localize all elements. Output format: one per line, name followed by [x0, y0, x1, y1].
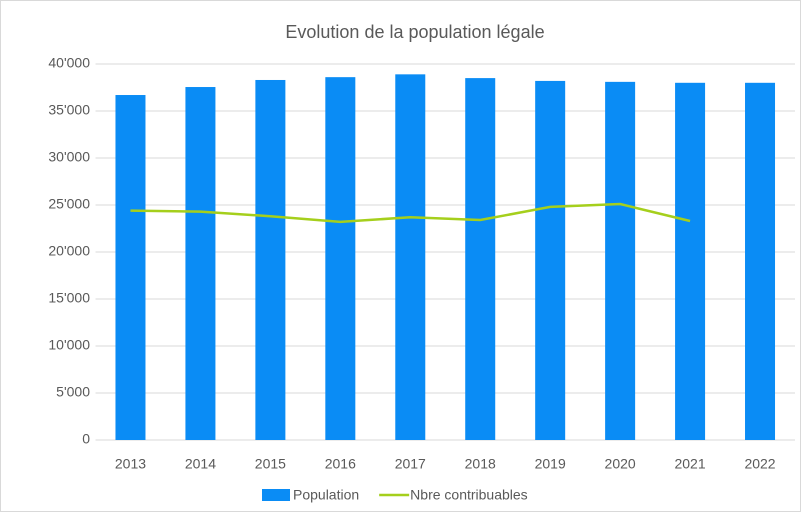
x-tick-label: 2013 — [115, 456, 146, 472]
y-tick-label: 25'000 — [48, 196, 90, 212]
y-tick-label: 10'000 — [48, 337, 90, 353]
x-tick-label: 2019 — [535, 456, 566, 472]
x-tick-label: 2020 — [605, 456, 636, 472]
chart-title: Evolution de la population légale — [285, 22, 544, 42]
bar — [675, 82, 706, 441]
legend-label: Nbre contribuables — [410, 487, 528, 503]
x-tick-label: 2017 — [395, 456, 426, 472]
x-tick-label: 2016 — [325, 456, 356, 472]
bar — [395, 74, 426, 440]
y-tick-label: 20'000 — [48, 243, 90, 259]
y-tick-label: 40'000 — [48, 55, 90, 71]
x-tick-label: 2014 — [185, 456, 216, 472]
x-tick-label: 2018 — [465, 456, 496, 472]
y-tick-label: 30'000 — [48, 149, 90, 165]
bar — [115, 95, 146, 441]
bar — [465, 78, 496, 440]
y-tick-label: 5'000 — [56, 384, 90, 400]
line — [130, 202, 691, 224]
bar — [255, 79, 286, 440]
bar — [745, 82, 776, 441]
bar — [185, 87, 216, 440]
bar — [605, 81, 636, 441]
x-tick-label: 2022 — [744, 456, 775, 472]
bar — [535, 80, 566, 441]
bar — [325, 77, 356, 440]
x-tick-label: 2021 — [674, 456, 705, 472]
y-tick-label: 15'000 — [48, 290, 90, 306]
legend-swatch — [262, 489, 290, 501]
legend-label: Population — [293, 487, 359, 503]
x-tick-label: 2015 — [255, 456, 286, 472]
y-tick-label: 35'000 — [48, 102, 90, 118]
y-tick-label: 0 — [82, 431, 90, 447]
